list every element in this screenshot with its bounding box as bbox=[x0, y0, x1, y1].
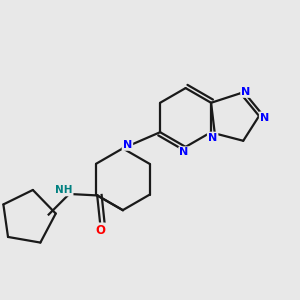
Text: N: N bbox=[208, 133, 217, 143]
Text: NH: NH bbox=[55, 185, 72, 195]
Text: O: O bbox=[95, 224, 105, 237]
Text: N: N bbox=[179, 148, 189, 158]
Text: N: N bbox=[260, 112, 269, 122]
Text: N: N bbox=[123, 140, 132, 150]
Text: N: N bbox=[241, 87, 250, 97]
